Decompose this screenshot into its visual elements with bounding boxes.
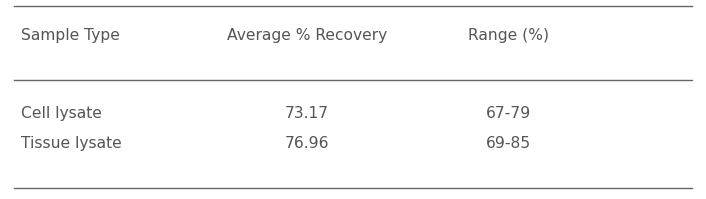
Text: 76.96: 76.96 (285, 136, 330, 151)
Text: 67-79: 67-79 (486, 106, 531, 121)
Text: 73.17: 73.17 (285, 106, 329, 121)
Text: Range (%): Range (%) (468, 28, 549, 43)
Text: Average % Recovery: Average % Recovery (227, 28, 387, 43)
Text: Tissue lysate: Tissue lysate (21, 136, 122, 151)
Text: Cell lysate: Cell lysate (21, 106, 102, 121)
Text: 69-85: 69-85 (486, 136, 531, 151)
Text: Sample Type: Sample Type (21, 28, 120, 43)
